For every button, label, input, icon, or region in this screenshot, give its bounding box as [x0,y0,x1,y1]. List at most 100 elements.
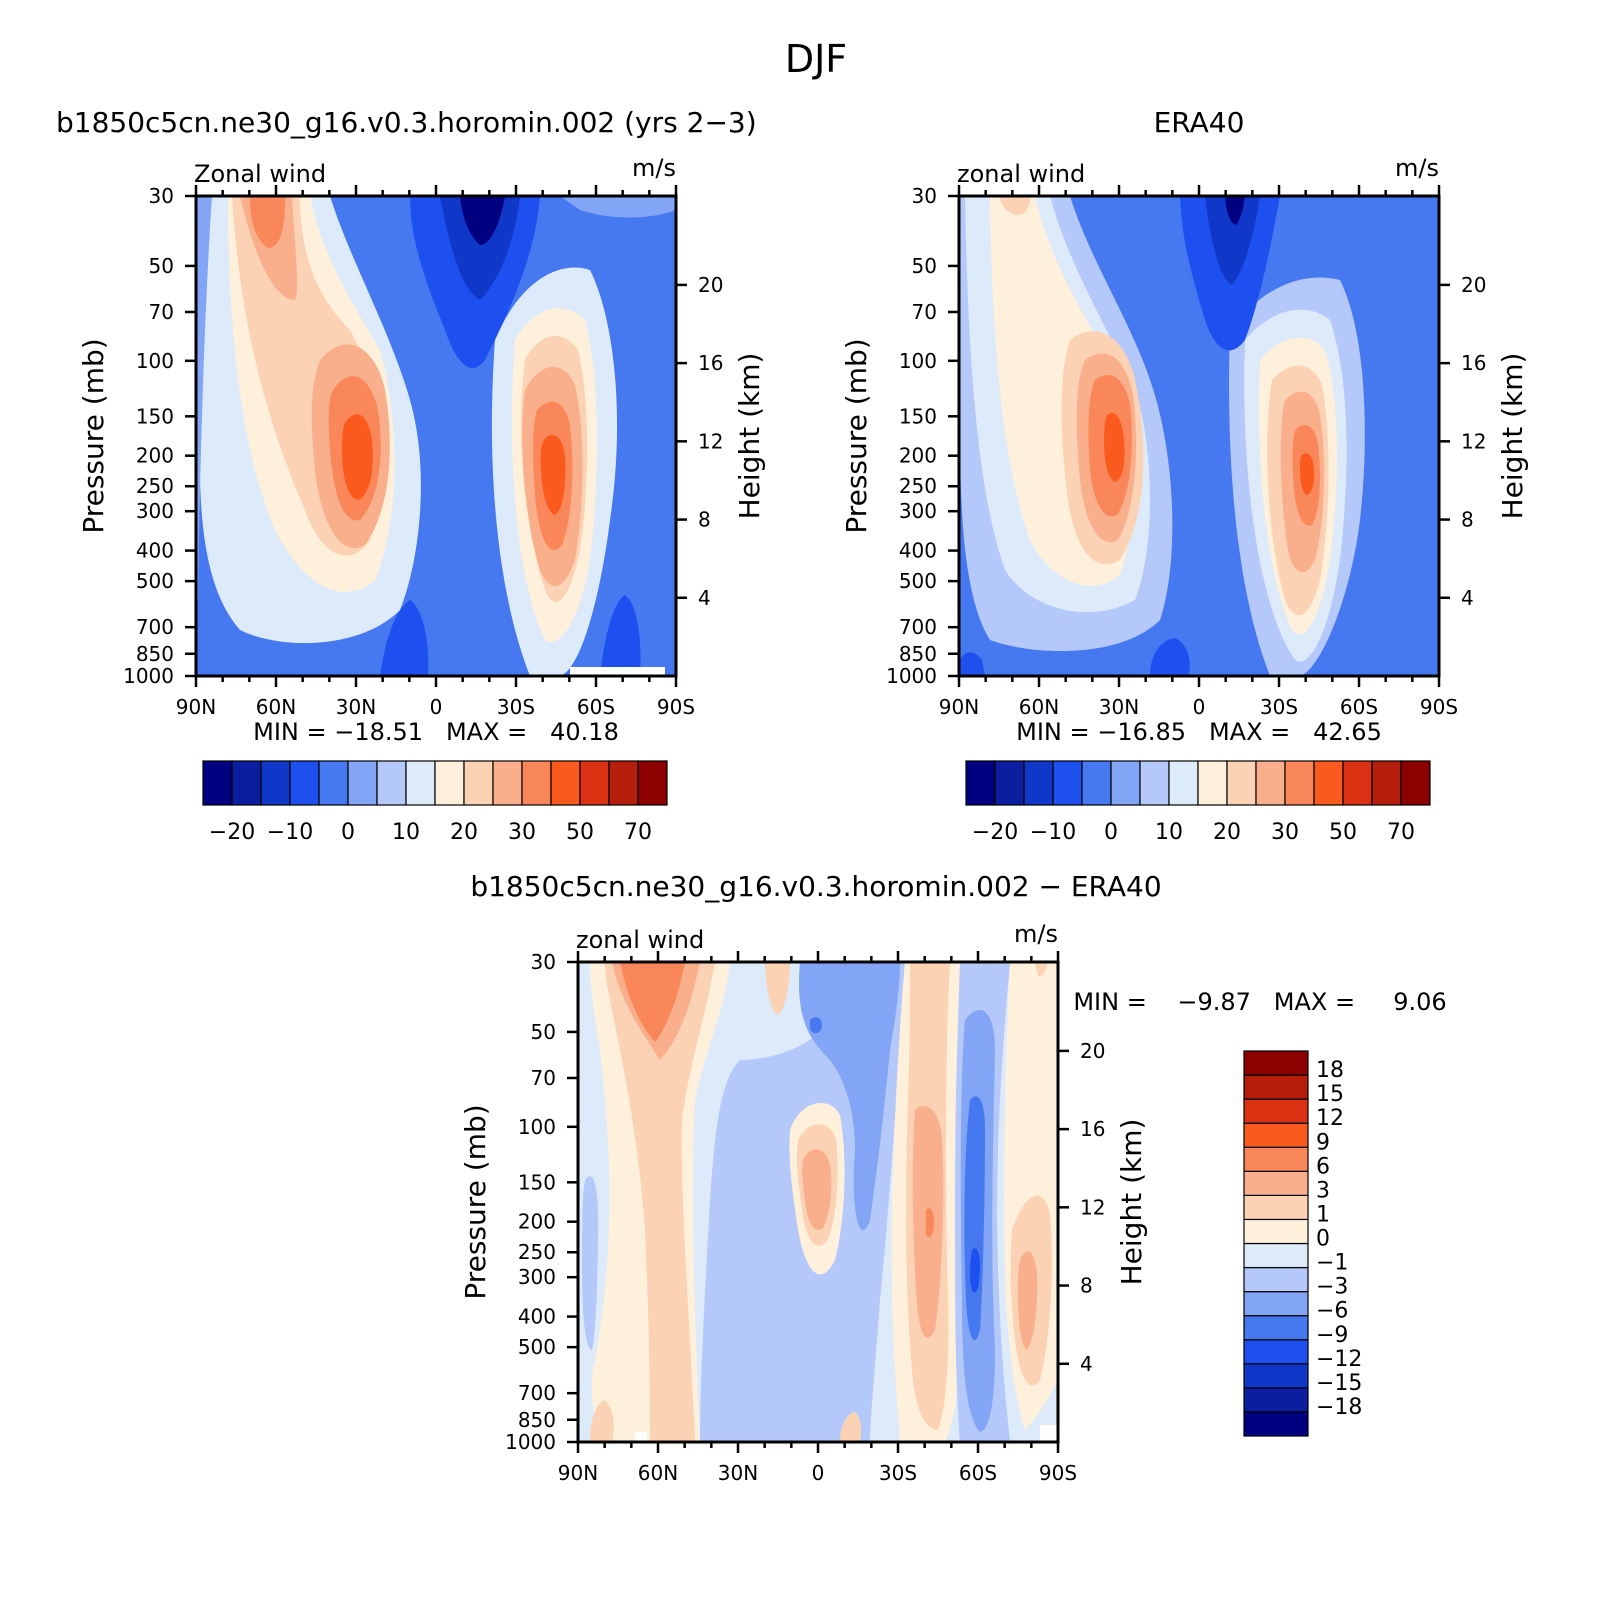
panel-title: ERA40 [1154,106,1245,139]
units-label: m/s [1395,154,1439,182]
colorbar-swatch [1243,1122,1309,1148]
height-tick-label: 16 [698,351,723,375]
x-tick-label: 30N [718,1461,758,1485]
colorbar-swatch [1139,760,1170,806]
y-tick-label: 1000 [505,1430,556,1454]
colorbar-label: −15 [1316,1371,1362,1396]
y-tick-label: 30 [912,184,937,208]
missing-data-mask [635,1432,647,1442]
y-tick-label: 400 [518,1305,556,1329]
colorbar-swatch [1243,1339,1309,1365]
x-tick-label: 60N [1019,695,1059,719]
y-tick-label: 700 [899,615,937,639]
colorbar-swatch [1168,760,1199,806]
y-tick-label: 850 [518,1408,556,1432]
left-string: Zonal wind [194,160,326,188]
contour-field [196,196,676,676]
colorbar-swatch [1243,1218,1309,1245]
band-neg-3 [1225,196,1245,225]
band-neg-2 [1205,196,1260,285]
colorbar-swatch [550,760,581,806]
x-tick-label: 90N [558,1461,598,1485]
band-neg-low-1 [1150,638,1190,676]
colorbar-label: 1 [1316,1202,1330,1227]
x-tick-label: 30S [879,1461,917,1485]
colorbar-swatch [1284,760,1315,806]
band-neg-low-2 [960,652,985,676]
colorbar-swatch [318,760,349,806]
band-s-jet-3 [540,435,566,515]
band-eq-neg-3 [810,1017,822,1034]
colorbar: −20 −10 0 10 20 30 50 70 [202,760,668,845]
colorbar-swatch [1226,760,1257,806]
colorbar-label: 30 [508,820,536,845]
band-far-s-pos-3 [1018,1251,1038,1350]
colorbar-swatch [1313,760,1344,806]
colorbar-swatch [1243,1098,1309,1124]
y-axis-right-label: Height (km) [1115,1119,1148,1286]
y-tick-label: 1000 [123,664,174,688]
colorbar-label: 70 [624,820,652,845]
colorbar-swatch [260,760,291,806]
y-tick-label: 1000 [886,664,937,688]
y-tick-label: 250 [518,1240,556,1264]
colorbar-label: 70 [1387,820,1415,845]
band-pale-top-right [560,196,676,218]
x-tick-label: 60N [638,1461,678,1485]
colorbar-swatch [1243,1170,1309,1196]
band-bottom-pos [840,1412,862,1442]
colorbar-swatch [434,760,465,806]
y-tick-label: 850 [899,642,937,666]
band-pos-left-edge [196,196,212,600]
colorbar-swatch [1243,1387,1309,1413]
height-tick-label: 8 [1461,508,1474,532]
band-top-pos [765,962,790,1015]
panel-model: b1850c5cn.ne30_g16.v0.3.horomin.002 (yrs… [56,106,766,845]
y-tick-label: 70 [149,300,174,324]
colorbar-label: 6 [1316,1154,1330,1179]
y-tick-label: 200 [899,444,937,468]
min-max-label: MIN = −16.85 MAX = 42.65 [1016,718,1382,746]
band-n-jet-3 [342,414,373,500]
colorbar-label: −10 [267,820,313,845]
units-label: m/s [632,154,676,182]
colorbar-label: 10 [392,820,420,845]
colorbar-swatch [521,760,552,806]
colorbar-swatch [1052,760,1083,806]
colorbar-swatch [1243,1074,1309,1100]
left-string: zonal wind [576,926,704,954]
colorbar-label: 20 [1213,820,1241,845]
height-tick-label: 12 [1461,429,1486,453]
height-tick-label: 8 [698,508,711,532]
y-tick-label: 500 [899,569,937,593]
axes: 90N 60N 30N 0 30S 60S 90S 30 50 70 100 150 200 250300… [886,184,1486,719]
x-tick-label: 30N [336,695,376,719]
colorbar-swatch [965,760,996,806]
colorbar-label: 9 [1316,1130,1330,1155]
colorbar-label: −9 [1316,1323,1348,1348]
y-tick-label: 30 [531,950,556,974]
panel-title: b1850c5cn.ne30_g16.v0.3.horomin.002 (yrs… [56,106,757,139]
band-n-pos-4 [620,962,685,1042]
colorbar-swatch [1081,760,1112,806]
y-tick-label: 850 [136,642,174,666]
height-tick-label: 20 [698,273,723,297]
height-tick-label: 20 [1461,273,1486,297]
x-tick-label: 30S [497,695,535,719]
band-neg-low-1 [380,600,429,676]
axes: 90N 60N 30N 0 30S 60S 90S 30 50 70 100 150 200 250300… [123,184,723,719]
x-tick-label: 60N [256,695,296,719]
colorbar-swatch [202,760,233,806]
colorbar-swatch [1371,760,1402,806]
missing-data-mask-right [1040,1425,1058,1442]
panel-obs: ERA40 zonal wind m/s [840,106,1529,845]
y-tick-label: 100 [518,1115,556,1139]
x-tick-label: 30S [1260,695,1298,719]
colorbar-swatch [1110,760,1141,806]
colorbar-swatch [492,760,523,806]
y-tick-label: 150 [518,1170,556,1194]
colorbar-label: 50 [1329,820,1357,845]
y-tick-label: 150 [899,404,937,428]
figure-title: DJF [785,37,847,81]
y-tick-label: 400 [136,539,174,563]
